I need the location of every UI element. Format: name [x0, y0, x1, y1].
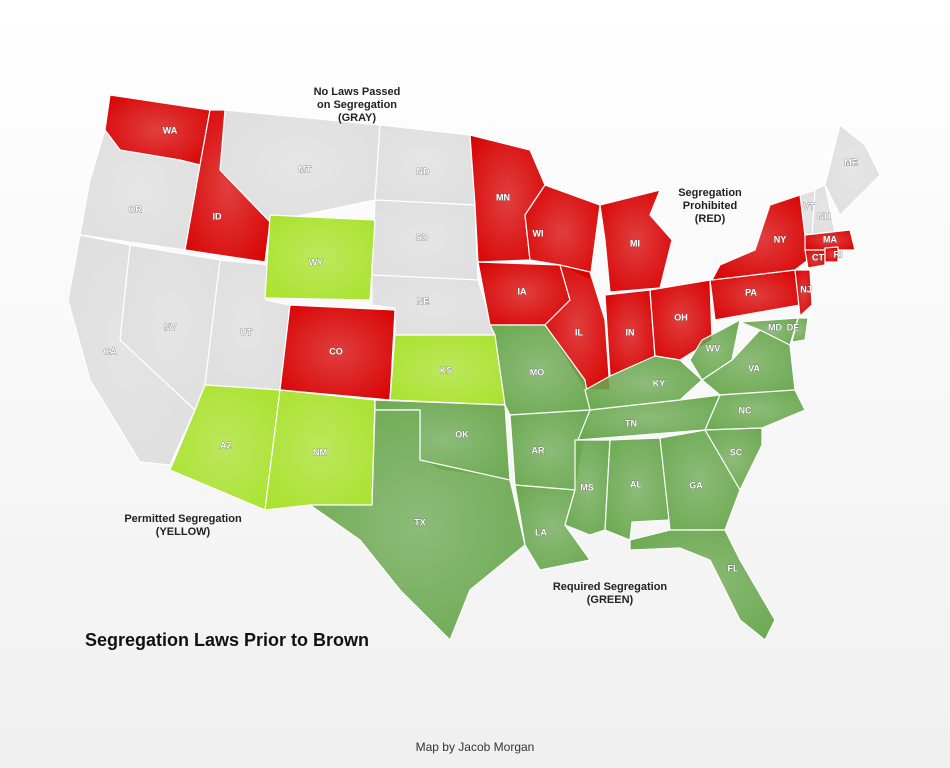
state-label: WY [309, 257, 324, 267]
state-label: MT [299, 164, 312, 174]
state-label: NV [164, 322, 177, 332]
state-label: TX [414, 517, 426, 527]
group-label: (RED) [695, 213, 726, 225]
state-label: AR [532, 445, 545, 455]
state-label: OH [674, 312, 688, 322]
state [804, 229, 856, 251]
state-label: NE [417, 296, 430, 306]
state-label: KY [653, 378, 666, 388]
state-label: TN [625, 418, 637, 428]
state-label: OR [128, 204, 142, 214]
state [264, 214, 376, 301]
map-title: Segregation Laws Prior to Brown [85, 630, 369, 650]
state-label: MD [768, 322, 782, 332]
state [374, 124, 476, 206]
group-label: Permitted Segregation [124, 513, 242, 525]
state-label: GA [689, 480, 703, 490]
credit: Map by Jacob Morgan [416, 740, 535, 754]
state [309, 409, 526, 641]
state-label: ME [844, 157, 858, 167]
state [599, 189, 673, 293]
state-label: NH [818, 211, 831, 221]
states [67, 94, 881, 641]
state-label: KS [440, 365, 453, 375]
footer [0, 730, 950, 768]
state-label: VT [803, 201, 815, 211]
state [169, 384, 281, 511]
state [659, 429, 741, 531]
group-label: (GRAY) [338, 112, 376, 124]
group-label: Prohibited [683, 200, 737, 212]
state [794, 269, 813, 317]
state-label: IL [575, 327, 584, 337]
state-label: CO [329, 346, 343, 356]
state-label: AL [630, 479, 642, 489]
state [184, 109, 271, 263]
state-label: PA [745, 287, 757, 297]
state-label: DE [787, 322, 800, 332]
state-label: ID [213, 211, 223, 221]
group-label: on Segregation [317, 99, 397, 111]
state [711, 194, 809, 281]
state-label: WA [163, 125, 178, 135]
state-label: SD [416, 232, 429, 242]
state [824, 124, 881, 216]
state-label: MN [496, 192, 510, 202]
group-label: Required Segregation [553, 581, 668, 593]
state-label: OK [455, 429, 469, 439]
state-label: MS [580, 482, 594, 492]
state-label: MI [630, 238, 640, 248]
state-label: MA [823, 234, 837, 244]
state [739, 317, 799, 346]
state-label: FL [728, 563, 739, 573]
state [704, 389, 806, 431]
state [804, 249, 826, 269]
state-label: CA [104, 346, 117, 356]
state [67, 234, 196, 466]
state-label: AZ [220, 440, 232, 450]
state [629, 529, 776, 641]
state-label: WI [533, 228, 544, 238]
state [824, 246, 839, 263]
state-label: IN [626, 327, 635, 337]
state-label: NM [313, 447, 327, 457]
state-label: UT [240, 327, 252, 337]
state-label: WV [706, 343, 721, 353]
state-label: SC [730, 447, 743, 457]
state [791, 317, 809, 343]
state-label: RI [834, 249, 843, 259]
state-label: IA [518, 286, 528, 296]
state-label: NY [774, 234, 787, 244]
state-label: LA [535, 527, 547, 537]
group-label: (YELLOW) [156, 526, 211, 538]
state-label: CT [812, 252, 824, 262]
group-label: (GREEN) [587, 594, 634, 606]
state-label: NC [739, 405, 752, 415]
group-label: No Laws Passed [314, 86, 401, 98]
state-label: ND [417, 166, 430, 176]
state-label: NJ [800, 284, 812, 294]
state-label: VA [748, 363, 760, 373]
group-label: Segregation [678, 187, 742, 199]
state-label: MO [530, 367, 545, 377]
